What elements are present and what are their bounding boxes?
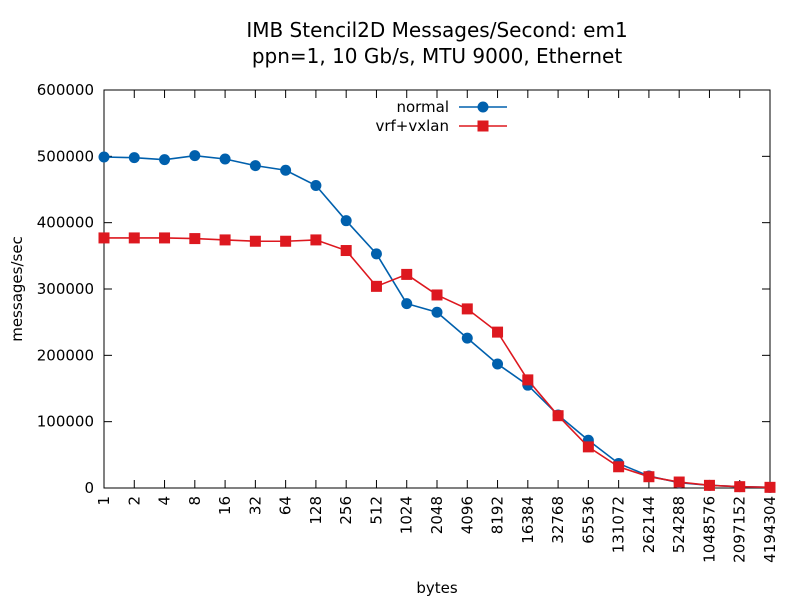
data-point (734, 481, 746, 493)
data-point (310, 234, 322, 246)
data-point (340, 245, 352, 257)
data-point (461, 303, 473, 315)
data-point (98, 151, 110, 163)
x-tick-label: 2 (125, 496, 143, 506)
data-point (340, 215, 352, 227)
data-point (128, 232, 140, 244)
x-tick-label: 1 (95, 496, 113, 506)
data-point (613, 461, 625, 473)
data-point (370, 280, 382, 292)
data-point (401, 298, 413, 310)
data-point (219, 153, 231, 165)
data-point (189, 150, 201, 162)
chart-title: IMB Stencil2D Messages/Second: em1 (246, 18, 627, 42)
y-tick-label: 200000 (37, 346, 94, 364)
x-tick-label: 16 (216, 496, 234, 515)
data-point (522, 374, 534, 386)
data-point (461, 332, 473, 344)
data-point (673, 476, 685, 488)
series-1 (98, 150, 776, 493)
x-tick-label: 2097152 (731, 496, 749, 563)
data-point (431, 289, 443, 301)
y-tick-label: 0 (84, 479, 94, 497)
y-tick-label: 600000 (37, 81, 94, 99)
chart-subtitle: ppn=1, 10 Gb/s, MTU 9000, Ethernet (252, 44, 623, 68)
data-point (401, 268, 413, 280)
y-tick-label: 100000 (37, 413, 94, 431)
legend-marker (477, 120, 489, 132)
data-point (431, 306, 443, 318)
data-point (280, 164, 292, 176)
x-tick-label: 128 (307, 496, 325, 525)
data-point (159, 232, 171, 244)
data-point (189, 233, 201, 245)
x-tick-label: 65536 (579, 496, 597, 544)
data-point (128, 152, 140, 164)
data-point (159, 154, 171, 166)
y-tick-label: 400000 (37, 214, 94, 232)
x-tick-label: 4096 (458, 496, 476, 534)
data-point (703, 479, 715, 491)
y-tick-label: 300000 (37, 280, 94, 298)
data-point (764, 481, 776, 493)
series-line (103, 154, 771, 489)
x-tick-label: 1024 (398, 496, 416, 534)
plot-frame (103, 89, 771, 489)
x-tick-label: 4194304 (761, 496, 779, 563)
legend-marker (477, 101, 489, 113)
x-tick-label: 8 (186, 496, 204, 506)
series-2 (98, 232, 776, 493)
x-tick-label: 4 (156, 496, 174, 506)
x-tick-label: 131072 (610, 496, 628, 553)
x-tick-label: 8192 (489, 496, 507, 534)
x-tick-label: 64 (277, 496, 295, 515)
data-point (370, 248, 382, 260)
x-tick-label: 32768 (549, 496, 567, 544)
data-point (249, 160, 261, 172)
x-tick-label: 2048 (428, 496, 446, 534)
legend-item: normal (396, 98, 507, 116)
data-point (643, 471, 655, 483)
legend-label: normal (396, 98, 449, 116)
y-axis-label: messages/sec (8, 236, 26, 342)
x-axis-label: bytes (416, 579, 458, 597)
x-tick-label: 32 (246, 496, 264, 515)
x-tick-label: 512 (367, 496, 385, 525)
x-axis: 1 2 4 8 16 32 64 128 256 512 1024 2048 4096 8192 16384… (95, 90, 779, 563)
legend-label: vrf+vxlan (375, 117, 449, 135)
data-point (249, 235, 261, 247)
x-tick-label: 256 (337, 496, 355, 525)
data-point (492, 358, 504, 370)
data-point (280, 235, 292, 247)
series-layer (98, 150, 776, 493)
series-line (104, 237, 771, 489)
y-tick-label: 500000 (37, 147, 94, 165)
data-point (582, 441, 594, 453)
x-tick-label: 524288 (670, 496, 688, 553)
y-axis: 0 100000 200000 300000 400000 500000 600000 (37, 81, 770, 497)
x-tick-label: 262144 (640, 496, 658, 553)
legend-item: vrf+vxlan (375, 117, 507, 135)
data-point (98, 232, 110, 244)
data-point (492, 326, 504, 338)
data-point (552, 410, 564, 422)
data-point (310, 180, 322, 192)
x-tick-label: 16384 (519, 496, 537, 544)
data-point (219, 234, 231, 246)
x-tick-label: 1048576 (700, 496, 718, 563)
